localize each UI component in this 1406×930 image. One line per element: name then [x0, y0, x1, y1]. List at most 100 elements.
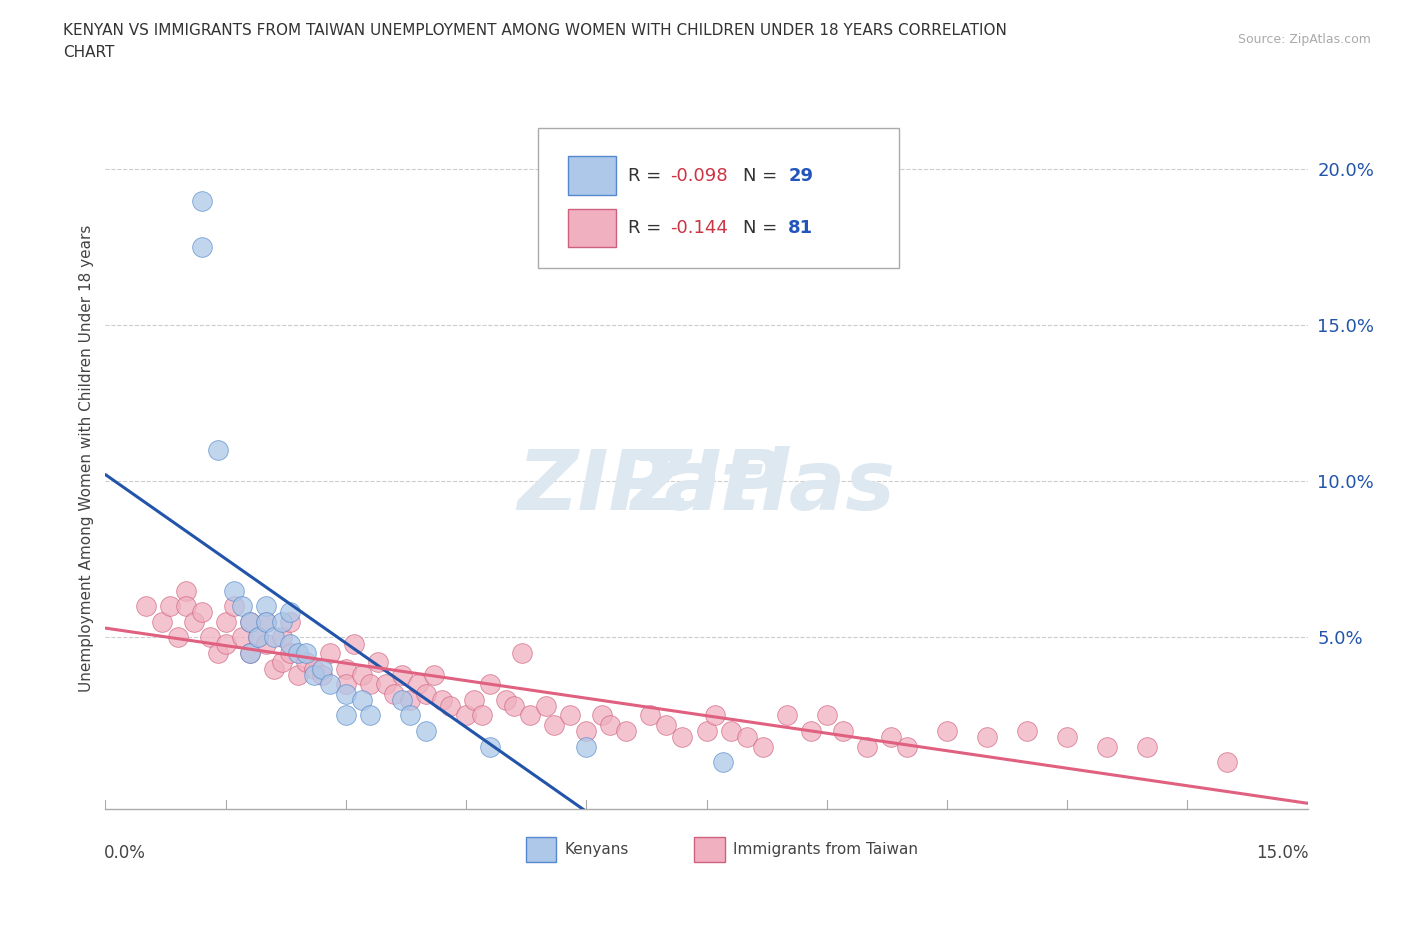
Point: [222, 599, 245, 614]
Point: [263, 661, 285, 676]
Point: [1017, 724, 1039, 738]
Point: [655, 717, 678, 732]
Point: [295, 645, 318, 660]
Point: [1097, 739, 1119, 754]
Point: [270, 655, 292, 670]
Point: [456, 708, 478, 723]
Point: [335, 708, 357, 723]
Point: [776, 708, 799, 723]
Point: [591, 708, 613, 723]
Point: [399, 693, 422, 708]
Point: [359, 708, 381, 723]
Point: [463, 693, 485, 708]
Text: N =: N =: [742, 166, 783, 185]
Point: [278, 645, 301, 660]
Point: [254, 599, 277, 614]
Point: [214, 636, 236, 651]
Point: [335, 686, 357, 701]
Point: [174, 583, 197, 598]
Point: [831, 724, 853, 738]
Text: 0.0%: 0.0%: [104, 844, 146, 862]
Bar: [568, 156, 616, 194]
Point: [735, 730, 758, 745]
Point: [311, 668, 333, 683]
Point: [183, 615, 205, 630]
Point: [295, 655, 318, 670]
Point: [287, 668, 309, 683]
Y-axis label: Unemployment Among Women with Children Under 18 years: Unemployment Among Women with Children U…: [79, 224, 94, 692]
Point: [696, 724, 718, 738]
Point: [936, 724, 959, 738]
Text: Kenyans: Kenyans: [565, 843, 628, 857]
Point: [335, 677, 357, 692]
Point: [198, 630, 221, 644]
Point: [536, 698, 558, 713]
Point: [382, 686, 405, 701]
Point: [575, 739, 598, 754]
Point: [263, 630, 285, 644]
Point: [302, 668, 325, 683]
Text: R =: R =: [628, 219, 668, 237]
Point: [703, 708, 725, 723]
Point: [616, 724, 638, 738]
Point: [1056, 730, 1078, 745]
Point: [439, 698, 461, 713]
Point: [207, 645, 229, 660]
Text: 29: 29: [789, 166, 813, 185]
Bar: [526, 837, 557, 862]
Point: [720, 724, 742, 738]
Point: [479, 739, 502, 754]
Point: [159, 599, 181, 614]
Point: [231, 630, 253, 644]
Point: [510, 645, 533, 660]
Point: [800, 724, 823, 738]
Point: [815, 708, 838, 723]
Point: [319, 677, 342, 692]
Text: 15.0%: 15.0%: [1257, 844, 1309, 862]
Point: [367, 655, 389, 670]
Point: [150, 615, 173, 630]
Point: [239, 615, 262, 630]
Point: [423, 668, 446, 683]
Point: [855, 739, 877, 754]
Point: [190, 605, 212, 620]
Point: [278, 615, 301, 630]
Point: [479, 677, 502, 692]
FancyBboxPatch shape: [538, 128, 898, 269]
Point: [543, 717, 565, 732]
Point: [391, 693, 413, 708]
Point: [495, 693, 517, 708]
Point: [671, 730, 693, 745]
Bar: [568, 208, 616, 247]
Point: [254, 615, 277, 630]
Point: [190, 193, 212, 208]
Point: [278, 636, 301, 651]
Point: [471, 708, 494, 723]
Point: [560, 708, 582, 723]
Point: [231, 599, 253, 614]
Point: [575, 724, 598, 738]
Point: [880, 730, 903, 745]
Point: [343, 636, 366, 651]
Text: Source: ZipAtlas.com: Source: ZipAtlas.com: [1237, 33, 1371, 46]
Point: [246, 630, 269, 644]
Point: [503, 698, 526, 713]
Point: [1216, 755, 1239, 770]
Point: [270, 630, 292, 644]
Point: [278, 605, 301, 620]
Point: [896, 739, 918, 754]
Point: [375, 677, 398, 692]
Point: [430, 693, 453, 708]
Point: [751, 739, 773, 754]
Point: [399, 708, 422, 723]
Point: [406, 677, 429, 692]
Text: CHART: CHART: [63, 45, 115, 60]
Point: [135, 599, 157, 614]
Point: [319, 645, 342, 660]
Point: [239, 645, 262, 660]
Text: ZIPatlas: ZIPatlas: [517, 445, 896, 526]
Point: [976, 730, 998, 745]
Point: [239, 615, 262, 630]
Point: [270, 615, 292, 630]
Point: [599, 717, 621, 732]
